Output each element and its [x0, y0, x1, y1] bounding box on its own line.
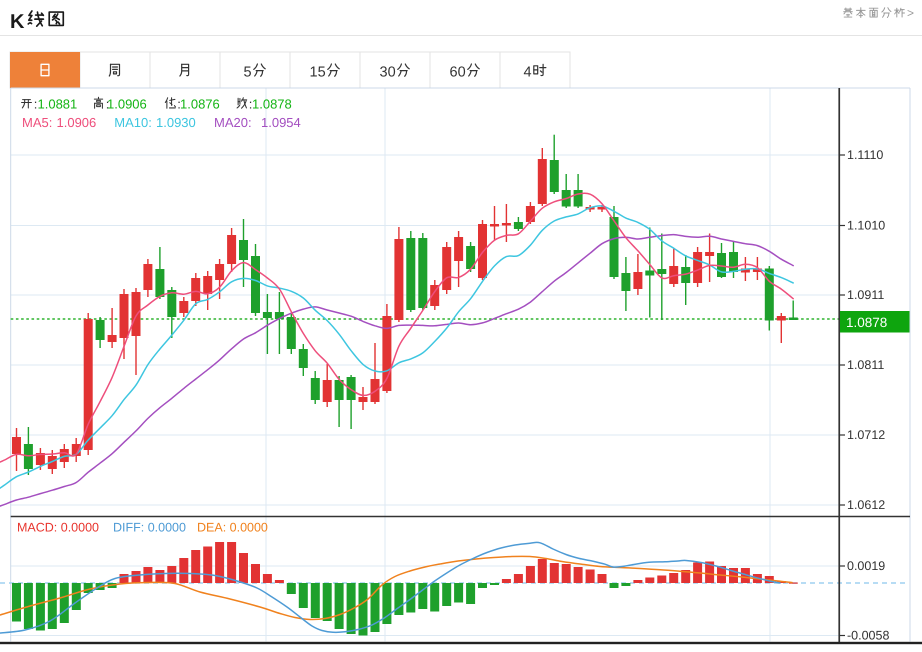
svg-text:15: 15 [310, 65, 326, 81]
svg-text:1.0878: 1.0878 [846, 315, 887, 330]
svg-text:DEA: 0.0000: DEA: 0.0000 [197, 521, 268, 535]
svg-text:1.0930: 1.0930 [156, 115, 196, 130]
svg-text:1.0881: 1.0881 [38, 97, 78, 112]
svg-text::: : [106, 97, 110, 112]
svg-text:1.1010: 1.1010 [847, 219, 885, 233]
svg-text:1.0811: 1.0811 [847, 358, 884, 372]
svg-text:60: 60 [450, 65, 466, 81]
svg-text:-0.0058: -0.0058 [847, 629, 889, 643]
svg-text::: : [249, 97, 253, 112]
svg-text:K: K [10, 11, 25, 33]
svg-text:1.0906: 1.0906 [107, 97, 147, 112]
svg-text:MACD: 0.0000: MACD: 0.0000 [17, 521, 99, 535]
svg-text:4: 4 [524, 65, 532, 81]
svg-text:MA20:: MA20: [214, 115, 252, 130]
svg-text:1.0911: 1.0911 [847, 288, 884, 302]
svg-text:1.0712: 1.0712 [847, 428, 885, 442]
svg-text:>: > [907, 6, 914, 20]
svg-text::: : [34, 97, 38, 112]
svg-text:DIFF: 0.0000: DIFF: 0.0000 [113, 521, 186, 535]
svg-text:1.0878: 1.0878 [252, 97, 292, 112]
svg-text:1.0612: 1.0612 [847, 498, 885, 512]
svg-text::: : [177, 97, 181, 112]
svg-text:0.0019: 0.0019 [847, 559, 885, 573]
svg-text:1.0906: 1.0906 [57, 115, 97, 130]
svg-text:MA5:: MA5: [22, 115, 52, 130]
svg-text:30: 30 [380, 65, 396, 81]
svg-text:1.1110: 1.1110 [847, 148, 883, 162]
svg-text:1.0954: 1.0954 [261, 115, 301, 130]
svg-text:5: 5 [244, 65, 252, 81]
svg-text:MA10:: MA10: [114, 115, 152, 130]
svg-text:1.0876: 1.0876 [180, 97, 220, 112]
